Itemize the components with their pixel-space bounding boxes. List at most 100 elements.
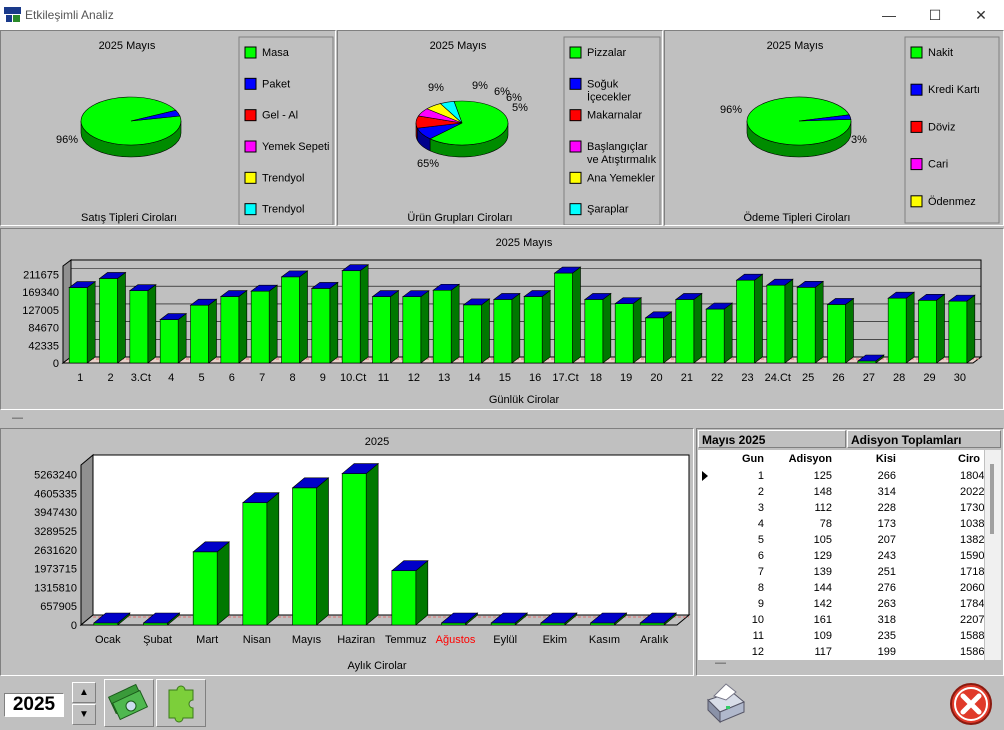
puzzle-button[interactable] (156, 679, 206, 727)
table-cell: 235 (877, 630, 896, 642)
table-cell: 228 (877, 502, 896, 514)
grid-scrollbar[interactable] (985, 450, 1001, 660)
x-tick-label: 10.Ct (340, 372, 366, 384)
x-tick-label: 2 (107, 372, 113, 384)
x-tick-label: Nisan (243, 634, 271, 646)
table-cell: 199 (877, 646, 896, 658)
table-row[interactable]: 1 125 266 1804 (698, 468, 984, 484)
year-field[interactable]: 2025 (4, 693, 64, 717)
table-row[interactable]: 5 105 207 1382 (698, 532, 984, 548)
table-cell: 142 (813, 598, 832, 610)
bar-side (572, 266, 581, 364)
splitter-grip[interactable]: — (12, 412, 23, 424)
grid-scroll-thumb[interactable] (990, 464, 994, 534)
bar-top (391, 560, 429, 572)
grid-title-month: Mayıs 2025 (698, 430, 846, 448)
daily-chart-panel: 2025 Mayıs Günlük Cirolar 0 42335 84670 12700… (0, 228, 1004, 410)
y-tick-label: 169340 (22, 287, 59, 299)
bar (220, 296, 240, 364)
minimize-button[interactable]: — (882, 7, 896, 23)
money-icon (107, 683, 149, 721)
y-tick-label: 1973715 (34, 564, 77, 576)
bar-top (887, 291, 916, 299)
table-row[interactable]: 12 117 199 1586 (698, 644, 984, 660)
bar-side (814, 280, 824, 364)
legend-label: Masa (262, 47, 290, 59)
grid-splitter-grip[interactable]: — (715, 657, 726, 669)
splitter[interactable]: — (0, 410, 1004, 428)
close-window-button[interactable]: ✕ (975, 7, 987, 23)
year-up-button[interactable]: ▲ (72, 682, 96, 703)
table-cell: 1590 (960, 550, 984, 562)
table-row[interactable]: 7 139 251 1718 (698, 564, 984, 580)
legend-swatch (569, 46, 582, 59)
table-cell: 105 (813, 534, 832, 546)
money-button[interactable] (104, 679, 154, 727)
legend-swatch (910, 158, 923, 171)
pie-slice-label: 9% (472, 80, 488, 92)
x-tick-label: 6 (229, 372, 235, 384)
x-tick-label: 14 (468, 372, 480, 384)
table-row[interactable]: 3 112 228 1730 (698, 500, 984, 516)
grid-column-header[interactable]: Adisyon (788, 453, 832, 465)
pie-slice (746, 96, 852, 146)
legend-swatch (569, 140, 582, 153)
bar-side (754, 273, 763, 364)
exit-button[interactable] (946, 681, 996, 727)
table-cell: 148 (813, 486, 832, 498)
legend-label: Yemek Sepeti (262, 141, 329, 153)
y-tick-label: 0 (53, 358, 59, 370)
pie-slice-label: 3% (851, 134, 867, 146)
legend-swatch (569, 171, 582, 184)
table-cell: 251 (877, 566, 896, 578)
table-cell: 314 (877, 486, 896, 498)
grid-column-header[interactable]: Ciro (958, 453, 980, 465)
bar-side (845, 297, 854, 364)
bar-side (723, 302, 733, 364)
pie-panel-payment-types: 2025 Mayıs Ödeme Tipleri Ciroları 96% 3% Nak… (664, 30, 1004, 226)
pie-chart-payment-types: 2025 Mayıs Ödeme Tipleri Ciroları 96% 3% Nak… (720, 36, 1000, 224)
grid-column-header[interactable]: Kisi (875, 453, 896, 465)
current-row-indicator-icon (702, 471, 708, 481)
maximize-button[interactable]: ☐ (928, 7, 942, 23)
summary-grid: Mayıs 2025 Adisyon Toplamları Gun Adisyon… (696, 428, 1004, 676)
bar-top (192, 541, 230, 553)
table-row[interactable]: 8 144 276 2060 (698, 580, 984, 596)
table-row[interactable]: 10 161 318 2207 (698, 612, 984, 628)
bar (311, 288, 331, 364)
grid-column-header[interactable]: Gun (742, 453, 764, 465)
table-row[interactable]: 6 129 243 1590 (698, 548, 984, 564)
legend-label: Başlangıçlar ve Atıştırmalık (587, 141, 657, 166)
table-row[interactable]: 11 109 235 1588 (698, 628, 984, 644)
x-tick-label: 12 (408, 372, 420, 384)
bar-top (540, 612, 578, 624)
bar-side (390, 290, 399, 364)
bar (129, 290, 149, 364)
table-cell: 1718 (960, 566, 984, 578)
x-tick-label: 24.Ct (765, 372, 791, 384)
print-button[interactable] (698, 680, 748, 726)
year-down-button[interactable]: ▼ (72, 704, 96, 725)
table-row[interactable]: 9 142 263 1784 (698, 596, 984, 612)
bar-top (583, 293, 612, 300)
bar-top (644, 311, 673, 319)
table-row[interactable]: 2 148 314 2022 (698, 484, 984, 500)
bar-top (401, 290, 430, 297)
y-tick-label: 84670 (28, 323, 59, 335)
bar-top (553, 266, 582, 274)
pie-panel-product-groups: 2025 Mayıs Ürün Grupları Ciroları 65% 9% 9% 6… (337, 30, 663, 226)
bar (250, 290, 270, 364)
bar (796, 287, 816, 364)
y-tick-label: 127005 (22, 305, 59, 317)
legend-swatch (569, 109, 582, 122)
pie-slice (439, 101, 463, 124)
bar (554, 272, 573, 364)
table-row[interactable]: 4 78 173 1038 (698, 516, 984, 532)
grid-body[interactable]: Gun Adisyon Kisi Ciro 1 125 266 1804 2 148 314 2022… (698, 450, 984, 660)
y-tick-label: 42335 (28, 340, 59, 352)
table-cell: 144 (813, 582, 832, 594)
table-cell: 139 (813, 566, 832, 578)
bar-top (93, 612, 131, 624)
bar (402, 296, 422, 364)
pie-slice-label: 5% (512, 102, 528, 114)
